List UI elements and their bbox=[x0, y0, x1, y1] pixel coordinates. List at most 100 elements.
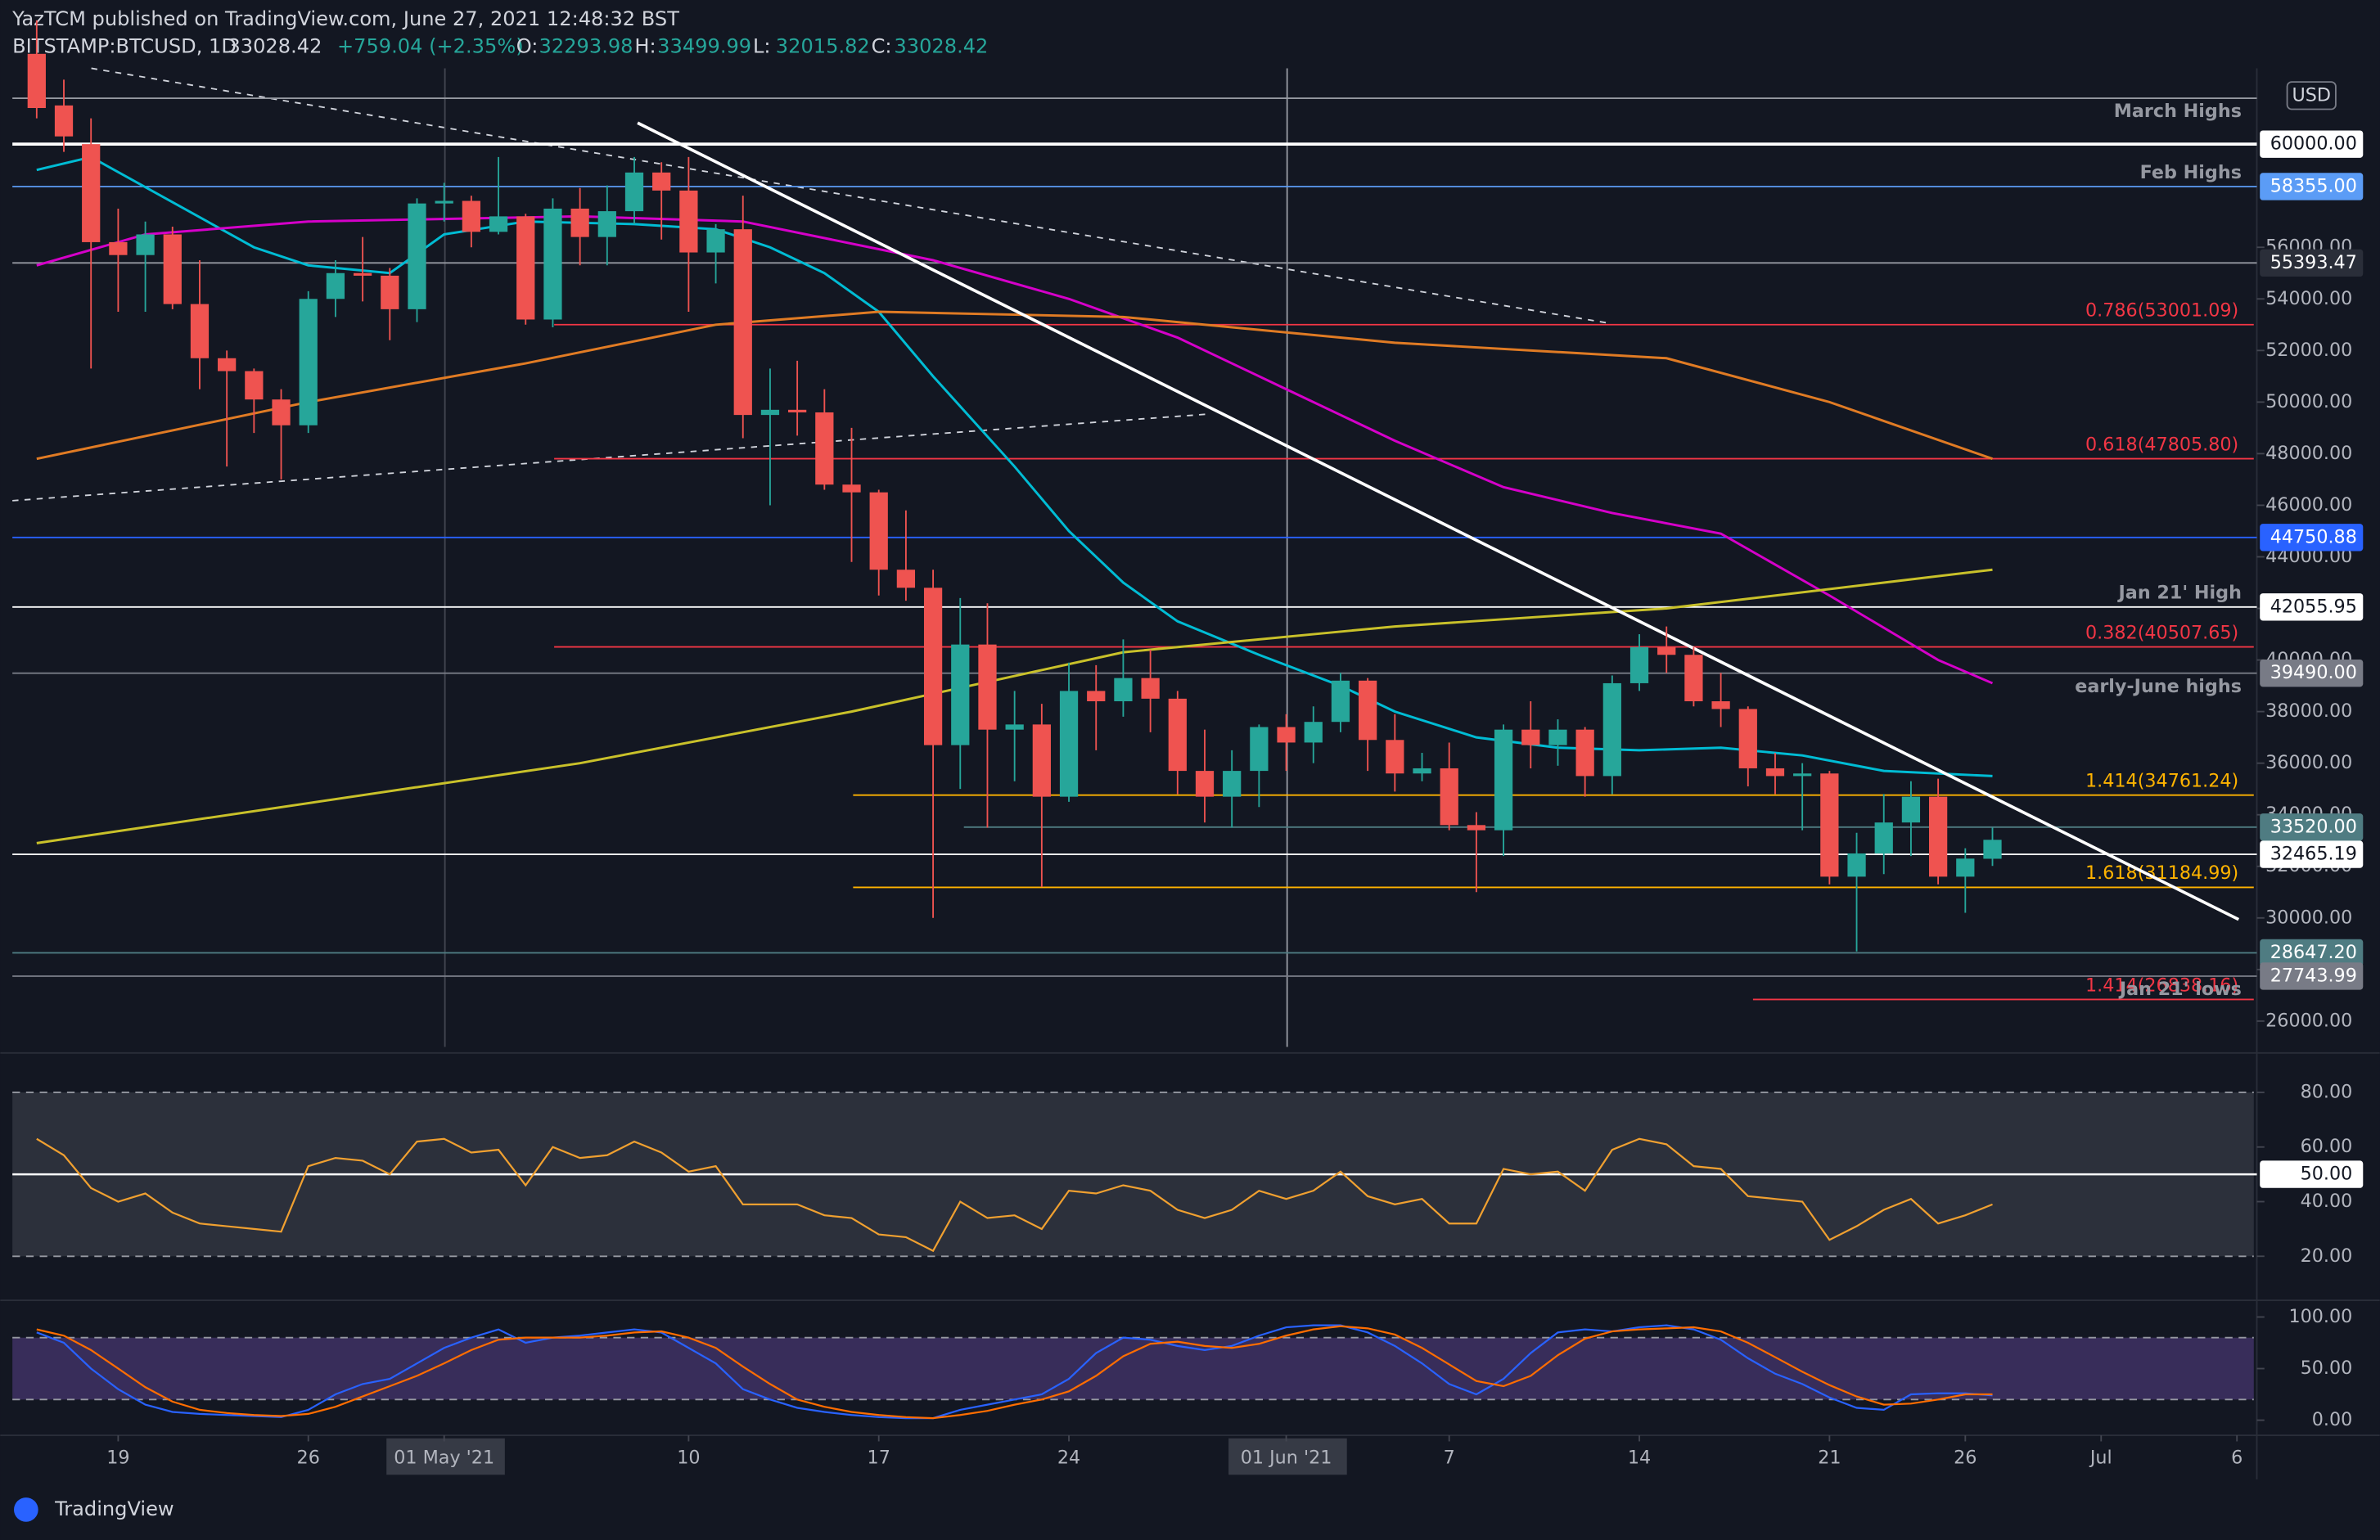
candle-body bbox=[1059, 691, 1079, 797]
candle-body bbox=[1141, 678, 1160, 699]
candle-body bbox=[54, 105, 74, 137]
ohlc-key: O: bbox=[516, 34, 539, 57]
candle-body bbox=[1765, 768, 1785, 777]
x-tick-label: 01 Jun '21 bbox=[1241, 1447, 1332, 1468]
author-line: YazTCM published on TradingView.com, Jun… bbox=[11, 7, 679, 30]
candle-body bbox=[1386, 740, 1404, 774]
y-tick-label: 48000.00 bbox=[2265, 443, 2352, 464]
y-tick-label: 50000.00 bbox=[2265, 391, 2352, 412]
candle-body bbox=[272, 399, 291, 426]
ohlc-value: 33499.99 bbox=[657, 34, 751, 57]
candle-body bbox=[978, 644, 997, 730]
trendline bbox=[637, 121, 2240, 921]
candle-body bbox=[597, 211, 616, 237]
candle-body bbox=[82, 144, 101, 242]
candle-body bbox=[1874, 822, 1893, 853]
x-tick-label: 24 bbox=[1057, 1447, 1080, 1468]
candle-body bbox=[462, 200, 480, 232]
midline-label: 50.00 bbox=[2301, 1164, 2353, 1185]
y-tick-label: 38000.00 bbox=[2265, 700, 2352, 722]
y-tick-label: 46000.00 bbox=[2265, 494, 2352, 516]
candle-body bbox=[1467, 825, 1486, 831]
price-box-label: 28647.20 bbox=[2270, 942, 2357, 963]
candle-body bbox=[1629, 646, 1649, 683]
y-tick-label: 40.00 bbox=[2301, 1191, 2353, 1212]
price-box bbox=[2260, 840, 2364, 868]
candle-body bbox=[299, 299, 318, 426]
candle-body bbox=[381, 275, 399, 309]
candle-body bbox=[435, 200, 453, 204]
candle-body bbox=[815, 412, 834, 485]
candle-body bbox=[1928, 796, 1948, 877]
candle-body bbox=[923, 588, 943, 745]
candle-body bbox=[1820, 773, 1839, 877]
candle-body bbox=[1195, 771, 1215, 797]
ohlc-key: L: bbox=[753, 34, 771, 57]
x-tick-box bbox=[386, 1438, 505, 1475]
y-tick-label: 54000.00 bbox=[2265, 288, 2352, 309]
candle-body bbox=[951, 644, 970, 745]
candle-body bbox=[543, 208, 562, 320]
candle-body bbox=[624, 172, 644, 212]
ohlc-value: 32293.98 bbox=[539, 34, 633, 57]
y-tick-label: 20.00 bbox=[2301, 1245, 2353, 1267]
ohlc-value: 33028.42 bbox=[894, 34, 988, 57]
candle-body bbox=[1359, 680, 1377, 741]
price-box-label: 44750.88 bbox=[2270, 526, 2357, 547]
level-annotation: early-June highs bbox=[2075, 676, 2242, 697]
candle-body bbox=[1494, 729, 1513, 831]
indicator-line bbox=[36, 1137, 1993, 1253]
last-price: 33028.42 bbox=[228, 34, 322, 57]
y-tick-label: 100.00 bbox=[2288, 1306, 2352, 1327]
indicator-line bbox=[36, 1324, 1993, 1420]
candle-body bbox=[679, 190, 698, 253]
y-tick-label: 60.00 bbox=[2301, 1136, 2353, 1157]
y-tick-label: 30000.00 bbox=[2265, 907, 2352, 928]
candle-body bbox=[1277, 727, 1296, 743]
candle-body bbox=[1521, 729, 1540, 745]
candle-body bbox=[1032, 724, 1051, 797]
price-box bbox=[2260, 659, 2364, 687]
fib-label: 1.414(34761.24) bbox=[2085, 771, 2238, 792]
candle-body bbox=[760, 409, 780, 416]
x-tick-label: 26 bbox=[1954, 1447, 1977, 1468]
candle-body bbox=[27, 53, 46, 109]
price-box bbox=[2260, 962, 2364, 990]
level-annotation: Jan 21' lows bbox=[2118, 979, 2242, 1000]
candle-body bbox=[706, 229, 725, 253]
change: +759.04 (+2.35%) bbox=[337, 34, 524, 57]
price-box bbox=[2260, 524, 2364, 552]
trendline-dashed bbox=[91, 67, 1609, 324]
footer-text: TradingView bbox=[54, 1497, 174, 1520]
candle-body bbox=[353, 272, 372, 276]
y-tick-label: 80.00 bbox=[2301, 1081, 2353, 1102]
y-tick-label: 26000.00 bbox=[2265, 1010, 2352, 1031]
candle-body bbox=[733, 229, 752, 416]
candle-body bbox=[1602, 682, 1621, 777]
price-box bbox=[2260, 130, 2364, 158]
candle-body bbox=[1413, 768, 1431, 774]
price-box-label: 58355.00 bbox=[2270, 175, 2357, 196]
candle-body bbox=[1956, 858, 1975, 877]
candle-body bbox=[326, 272, 345, 299]
moving-average bbox=[36, 568, 1993, 844]
candle-body bbox=[1901, 796, 1921, 823]
candle-body bbox=[842, 484, 861, 493]
x-tick-label: 19 bbox=[106, 1447, 129, 1468]
currency: USD bbox=[2292, 84, 2331, 106]
candle-body bbox=[1168, 698, 1187, 772]
currency-box bbox=[2286, 81, 2337, 110]
header: YazTCM published on TradingView.com, Jun… bbox=[11, 7, 679, 57]
x-tick-label: 7 bbox=[1444, 1447, 1455, 1468]
candle-body bbox=[1331, 680, 1350, 723]
y-tick-label: 36000.00 bbox=[2265, 752, 2352, 773]
candle-body bbox=[190, 304, 210, 358]
price-box-label: 39490.00 bbox=[2270, 662, 2357, 683]
candle-body bbox=[1793, 773, 1812, 777]
footer: TradingView bbox=[14, 1497, 174, 1522]
x-tick-label: Jul bbox=[2089, 1447, 2112, 1468]
price-box bbox=[2260, 813, 2364, 841]
fib-label: 0.382(40507.65) bbox=[2085, 622, 2238, 643]
